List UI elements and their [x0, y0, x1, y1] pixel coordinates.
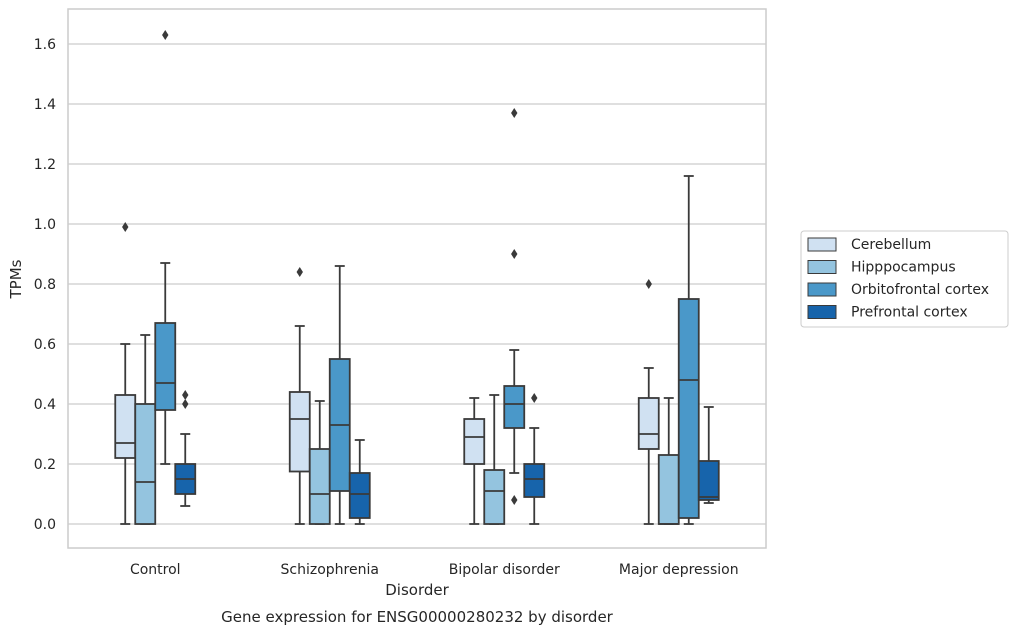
legend-swatch [807, 305, 837, 319]
y-tick-label: 0.8 [34, 277, 56, 293]
box-prefrontal-cortex [697, 406, 720, 504]
box-prefrontal-cortex [523, 393, 546, 525]
x-tick-label: Control [130, 562, 181, 578]
legend-frame [800, 230, 1009, 328]
plot-area-frame [67, 8, 767, 549]
legend-label: Prefrontal cortex [851, 305, 968, 321]
y-tick-label: 0.0 [34, 517, 56, 533]
iqr-box [114, 394, 137, 459]
outlier-point [122, 222, 129, 232]
iqr-box [348, 472, 371, 519]
box-cerebellum [463, 397, 486, 525]
outlier-point [511, 495, 518, 505]
box-plots [114, 30, 720, 525]
box-hipppocampus [483, 394, 506, 525]
box-orbitofrontal-cortex [328, 265, 351, 525]
y-tick-label: 0.2 [34, 457, 56, 473]
outlier-point [511, 249, 518, 259]
x-tick-label: Schizophrenia [281, 562, 379, 578]
y-tick-label: 0.4 [34, 397, 56, 413]
iqr-box [697, 460, 720, 501]
legend-swatch [807, 282, 837, 297]
legend-label: Hipppocampus [851, 260, 956, 276]
iqr-box [463, 418, 486, 465]
iqr-box [308, 448, 331, 525]
iqr-box [637, 397, 660, 450]
y-tick-label: 1.6 [34, 37, 56, 53]
x-tick-label: Major depression [619, 562, 739, 578]
y-grid-lines [68, 43, 766, 525]
iqr-box [288, 391, 311, 473]
outlier-point [182, 399, 189, 409]
outlier-point [162, 30, 169, 40]
y-tick-label: 0.6 [34, 337, 56, 353]
legend-swatch [807, 237, 837, 252]
box-prefrontal-cortex [174, 390, 197, 507]
iqr-box [523, 463, 546, 498]
box-hipppocampus [134, 334, 157, 525]
iqr-box [134, 403, 157, 525]
y-tick-label: 1.0 [34, 217, 56, 233]
legend-label: Cerebellum [851, 237, 931, 253]
outlier-point [511, 108, 518, 118]
outlier-point [531, 393, 538, 403]
box-orbitofrontal-cortex [677, 175, 700, 525]
box-orbitofrontal-cortex [154, 30, 177, 465]
chart-caption: Gene expression for ENSG00000280232 by d… [221, 608, 614, 626]
outlier-point [182, 390, 189, 400]
y-axis-label: TPMs [7, 259, 25, 299]
box-orbitofrontal-cortex [503, 108, 526, 505]
box-hipppocampus [308, 400, 331, 525]
legend-swatch [807, 260, 837, 274]
iqr-box [503, 385, 526, 429]
outlier-point [296, 267, 303, 277]
y-tick-label: 1.4 [34, 97, 56, 113]
iqr-box [677, 298, 700, 519]
y-tick-label: 1.2 [34, 157, 56, 173]
x-tick-label: Bipolar disorder [449, 562, 560, 578]
x-axis-label: Disorder [385, 581, 449, 599]
box-cerebellum [114, 222, 137, 525]
iqr-box [483, 469, 506, 525]
box-cerebellum [637, 279, 660, 525]
y-tick-labels: 0.0 0.2 0.4 0.6 0.8 1.0 1.2 1.4 1.6 [34, 37, 56, 533]
x-tick-labels: Control Schizophrenia Bipolar disorder Majo… [130, 562, 739, 578]
outlier-point [645, 279, 652, 289]
box-hipppocampus [657, 397, 680, 525]
legend-label: Orbitofrontal cortex [851, 282, 989, 298]
iqr-box [154, 322, 177, 411]
iqr-box [657, 454, 680, 525]
box-prefrontal-cortex [348, 439, 371, 525]
box-cerebellum [288, 267, 311, 525]
legend: Cerebellum Hipppocampus Orbitofrontal cort… [800, 230, 1009, 328]
